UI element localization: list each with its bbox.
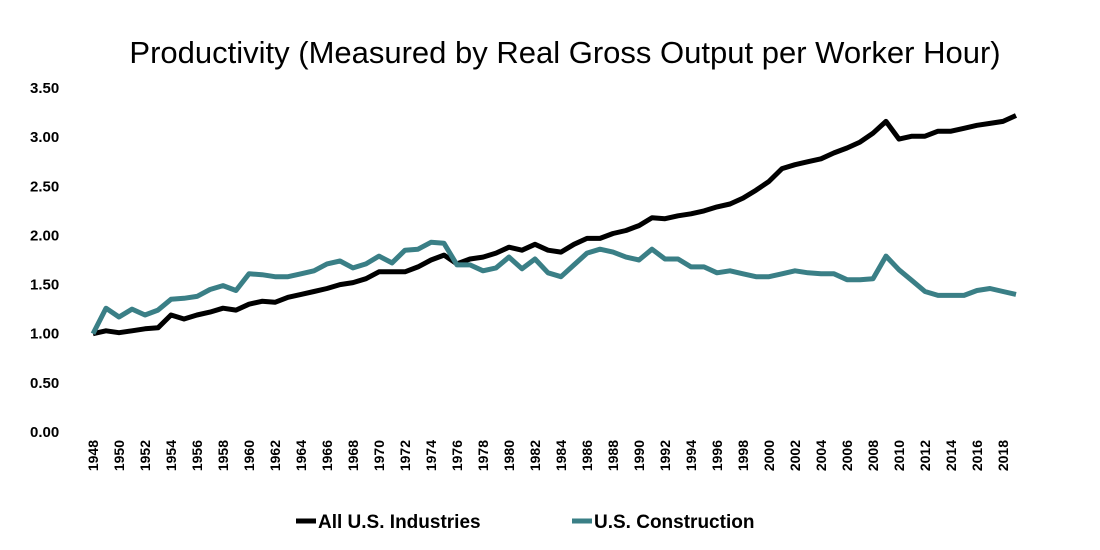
x-tick-label: 1954 bbox=[163, 440, 179, 471]
series-line-all-industries bbox=[92, 113, 1018, 337]
y-tick-label: 0.50 bbox=[30, 375, 59, 392]
y-tick-label: 3.50 bbox=[30, 80, 59, 97]
legend: All U.S. Industries U.S. Construction bbox=[296, 512, 754, 533]
x-tick-label: 2008 bbox=[865, 440, 881, 471]
chart-title: Productivity (Measured by Real Gross Out… bbox=[129, 35, 1000, 70]
x-tick-label: 1976 bbox=[449, 440, 465, 471]
x-tick-label: 1998 bbox=[735, 440, 751, 471]
x-tick-label: 2002 bbox=[787, 440, 803, 471]
x-tick-label: 1968 bbox=[345, 440, 361, 471]
x-tick-label: 1960 bbox=[241, 440, 257, 471]
x-tick-label: 1984 bbox=[553, 440, 569, 471]
x-tick-label: 1986 bbox=[579, 440, 595, 471]
x-tick-label: 2010 bbox=[891, 440, 907, 471]
x-tick-label: 2004 bbox=[813, 440, 829, 471]
x-tick-label: 1966 bbox=[319, 440, 335, 471]
x-tick-label: 2000 bbox=[761, 440, 777, 471]
x-tick-label: 1992 bbox=[657, 440, 673, 471]
legend-label: U.S. Construction bbox=[594, 512, 754, 533]
x-tick-label: 1964 bbox=[293, 440, 309, 471]
y-tick-label: 3.00 bbox=[30, 129, 59, 146]
x-tick-label: 2006 bbox=[839, 440, 855, 471]
x-tick-label: 1990 bbox=[631, 440, 647, 471]
x-tick-label: 2018 bbox=[995, 440, 1011, 471]
x-tick-label: 1972 bbox=[397, 440, 413, 471]
x-tick-label: 1950 bbox=[111, 440, 127, 471]
y-tick-label: 1.50 bbox=[30, 277, 59, 294]
y-tick-label: 2.50 bbox=[30, 178, 59, 195]
legend-label: All U.S. Industries bbox=[318, 512, 481, 533]
y-tick-label: 2.00 bbox=[30, 227, 59, 244]
series-line-construction bbox=[90, 239, 1017, 335]
x-tick-label: 1970 bbox=[371, 440, 387, 471]
x-tick-label: 1994 bbox=[683, 440, 699, 471]
x-tick-label: 2012 bbox=[917, 440, 933, 471]
y-tick-label: 0.00 bbox=[30, 424, 59, 441]
x-tick-label: 1956 bbox=[189, 440, 205, 471]
y-axis: 0.00 0.50 1.00 1.50 2.00 2.50 3.00 3.50 bbox=[30, 80, 59, 441]
x-tick-label: 1996 bbox=[709, 440, 725, 471]
x-axis: 1948 1950 1952 1954 1956 1958 1960 1962 1964 1966… bbox=[85, 440, 1011, 471]
x-tick-label: 1988 bbox=[605, 440, 621, 471]
y-tick-label: 1.00 bbox=[30, 326, 59, 343]
x-tick-label: 2014 bbox=[943, 440, 959, 471]
plot-area bbox=[90, 113, 1018, 337]
x-tick-label: 1948 bbox=[85, 440, 101, 471]
x-tick-label: 1958 bbox=[215, 440, 231, 471]
x-tick-label: 1978 bbox=[475, 440, 491, 471]
x-tick-label: 1962 bbox=[267, 440, 283, 471]
x-tick-label: 1952 bbox=[137, 440, 153, 471]
x-tick-label: 1974 bbox=[423, 440, 439, 471]
x-tick-label: 1982 bbox=[527, 440, 543, 471]
x-tick-label: 1980 bbox=[501, 440, 517, 471]
x-tick-label: 2016 bbox=[969, 440, 985, 471]
